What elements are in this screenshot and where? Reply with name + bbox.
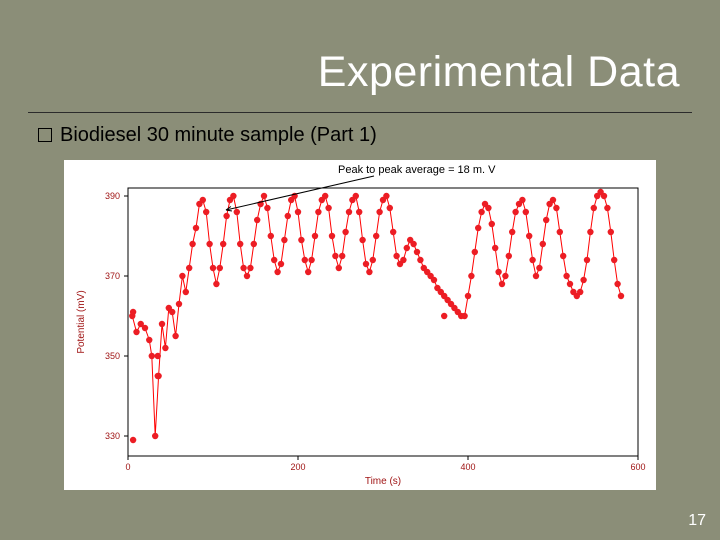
svg-text:200: 200 xyxy=(290,462,305,472)
svg-text:350: 350 xyxy=(105,351,120,361)
svg-text:0: 0 xyxy=(125,462,130,472)
svg-text:Time (s): Time (s) xyxy=(365,476,401,487)
slide: Experimental Data Biodiesel 30 minute sa… xyxy=(0,0,720,540)
svg-text:390: 390 xyxy=(105,191,120,201)
svg-text:Potential (mV): Potential (mV) xyxy=(76,290,87,353)
page-title: Experimental Data xyxy=(318,48,680,97)
svg-text:400: 400 xyxy=(460,462,475,472)
svg-text:330: 330 xyxy=(105,431,120,441)
bullet-box-icon xyxy=(38,128,52,142)
chart-svg: 0 200 400 600 330 350 370 390 Time (s) Potential … xyxy=(64,160,656,490)
svg-text:600: 600 xyxy=(630,462,645,472)
subtitle: Biodiesel 30 minute sample (Part 1) xyxy=(38,124,377,147)
svg-text:370: 370 xyxy=(105,271,120,281)
subtitle-text: Biodiesel 30 minute sample (Part 1) xyxy=(60,124,377,146)
chart-container: Peak to peak average = 18 m. V 020040060… xyxy=(64,160,656,490)
horizontal-rule xyxy=(28,112,692,113)
page-number: 17 xyxy=(688,512,706,530)
